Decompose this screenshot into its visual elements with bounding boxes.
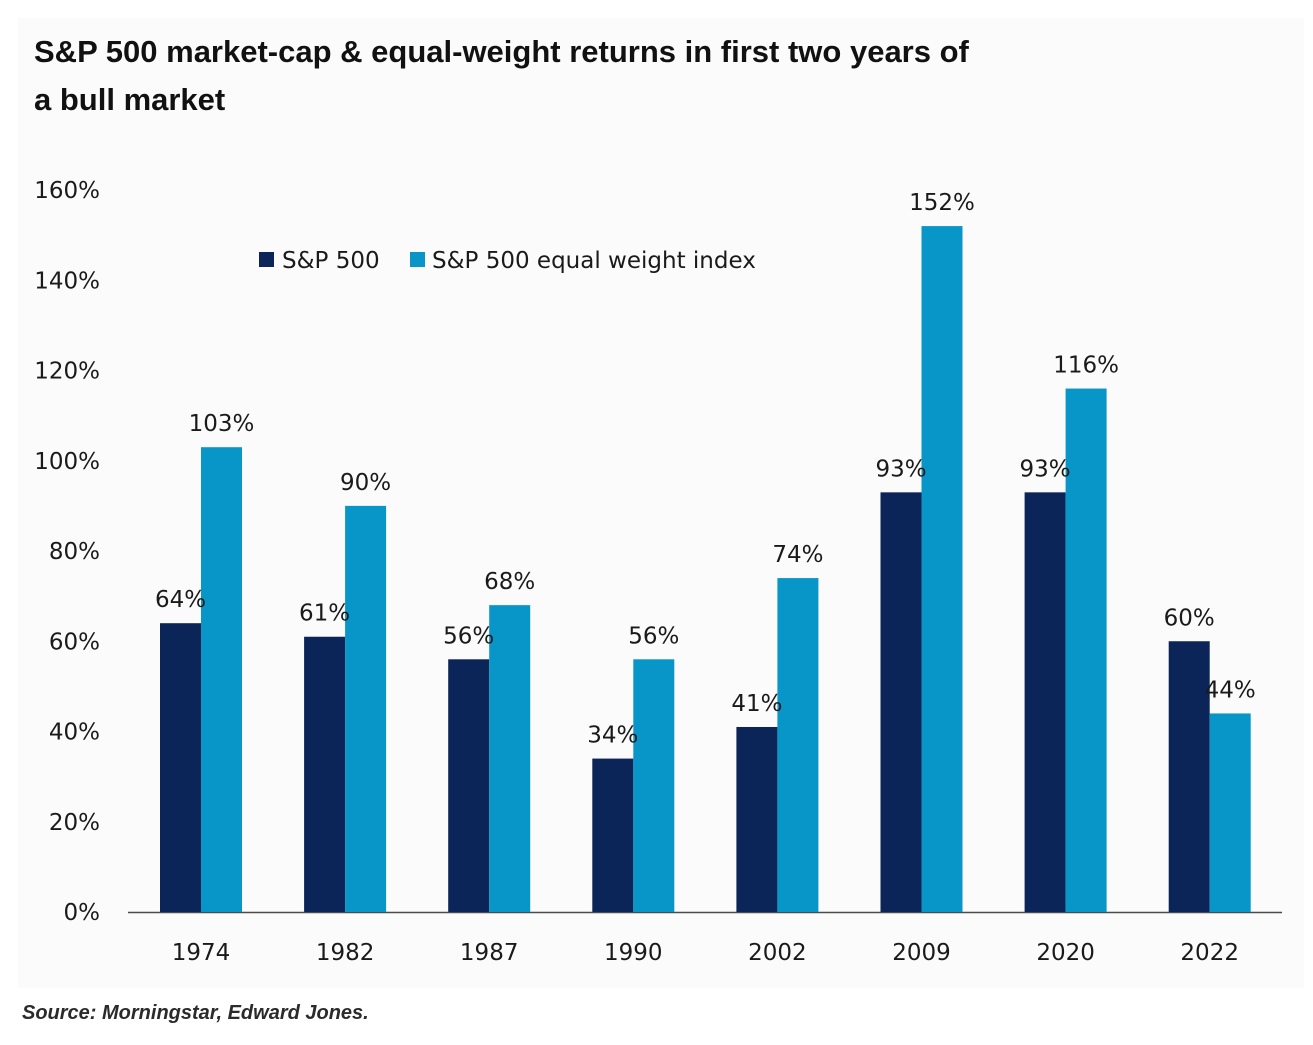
data-label-equal-weight: 152% [909,190,975,216]
y-tick-label: 120% [34,359,100,385]
data-label-equal-weight: 103% [189,411,255,437]
x-axis: 1974 1982 1987 1990 2002 2009 2020 2022 [128,911,1282,966]
legend-item-sp500: S&P 500 [259,248,380,274]
legend-swatch-sp500 [259,252,274,267]
source-note: Source: Morningstar, Edward Jones. [22,1002,369,1024]
y-tick-label: 0% [64,900,101,926]
data-label-sp500: 34% [587,723,638,749]
data-label-equal-weight: 116% [1053,353,1119,379]
x-tick-label: 1987 [460,940,519,966]
data-label-sp500: 93% [1020,456,1071,482]
bar-equal-weight [345,505,387,912]
bar-equal-weight [201,447,242,912]
bar-equal-weight [489,605,531,912]
bar-sp500 [880,492,922,912]
y-tick-label: 40% [49,720,100,746]
chart-title-line-2: a bull market [34,82,225,117]
data-labels-group: 64% 103% 61% 90% 56% 68% 34% 56% 41% 74% 93% 152% 93… [155,190,1256,748]
y-tick-label: 80% [49,539,100,565]
bar-sp500 [160,623,201,912]
bar-equal-weight [1065,388,1107,912]
data-label-equal-weight: 56% [628,623,679,649]
bar-sp500 [304,636,346,912]
data-label-sp500: 61% [299,601,350,627]
data-label-sp500: 64% [155,587,206,613]
x-tick-label: 2002 [748,940,807,966]
bar-equal-weight [777,578,819,912]
y-axis: 0% 20% 40% 60% 80% 100% 120% 140% 160% [34,178,100,926]
chart: S&P 500 market-cap & equal-weight return… [34,34,1282,966]
x-tick-label: 1990 [604,940,663,966]
legend-label-sp500: S&P 500 [282,248,380,274]
bar-sp500 [592,758,634,912]
data-label-sp500: 60% [1164,605,1215,631]
legend-label-equal-weight: S&P 500 equal weight index [432,248,756,274]
bar-equal-weight [633,659,675,912]
data-label-equal-weight: 74% [772,542,823,568]
legend-swatch-equal-weight [410,252,425,267]
bar-equal-weight [921,226,963,913]
data-label-equal-weight: 44% [1205,677,1256,703]
data-label-equal-weight: 90% [340,470,391,496]
x-tick-label: 2020 [1036,940,1095,966]
data-label-equal-weight: 68% [484,569,535,595]
bar-equal-weight [1209,713,1251,912]
y-tick-label: 160% [34,178,100,204]
bar-sp500 [1024,492,1066,912]
x-tick-label: 2009 [892,940,951,966]
bar-sp500 [1168,641,1210,912]
y-tick-label: 60% [49,629,100,655]
bar-sp500 [448,659,490,912]
data-label-sp500: 41% [731,691,782,717]
data-label-sp500: 56% [443,623,494,649]
x-tick-label: 1982 [316,940,375,966]
bar-sp500 [736,726,778,912]
y-tick-label: 20% [49,810,100,836]
x-tick-label: 1974 [172,940,231,966]
chart-title-line-1: S&P 500 market-cap & equal-weight return… [34,34,970,69]
bar-series-group [160,226,1251,913]
chart-title: S&P 500 market-cap & equal-weight return… [34,34,970,117]
x-tick-label: 2022 [1180,940,1239,966]
data-label-sp500: 93% [875,456,926,482]
y-tick-label: 140% [34,268,100,294]
legend: S&P 500 S&P 500 equal weight index [259,248,756,274]
y-tick-label: 100% [34,449,100,475]
legend-item-equal-weight: S&P 500 equal weight index [410,248,756,274]
